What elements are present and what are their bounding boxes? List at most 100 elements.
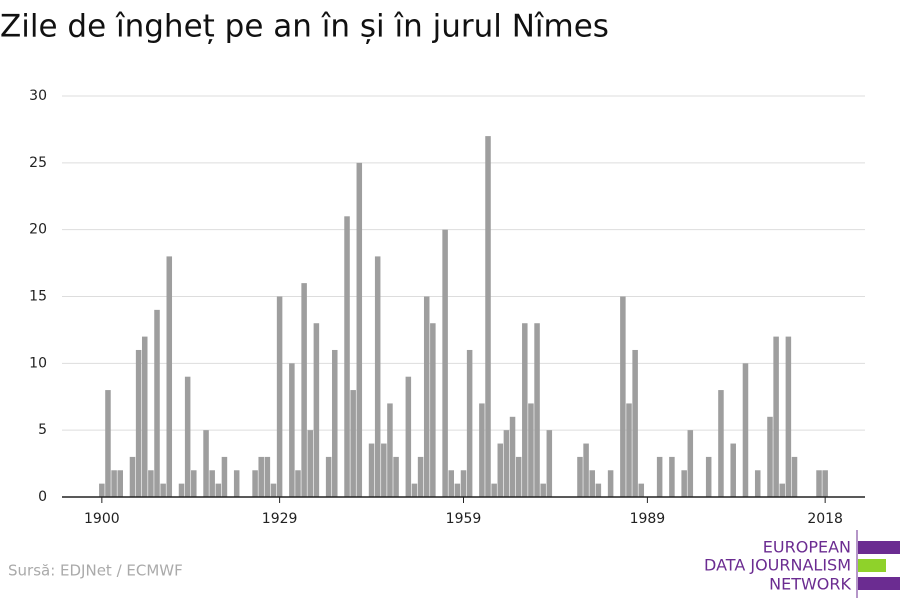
bar	[681, 470, 687, 497]
bar	[497, 443, 504, 497]
logo-bar	[858, 559, 886, 572]
bar	[264, 456, 271, 497]
bar	[356, 162, 363, 498]
y-tick-label: 30	[29, 88, 47, 104]
bar	[767, 416, 773, 497]
bar	[448, 470, 454, 497]
bar	[135, 349, 142, 497]
bar	[307, 430, 314, 497]
bar	[129, 456, 136, 497]
bar	[816, 470, 822, 497]
bar	[705, 456, 712, 497]
bar	[301, 283, 307, 497]
x-tick-label: 2018	[807, 511, 843, 527]
x-tick-label: 1900	[84, 511, 120, 527]
bar	[423, 296, 430, 497]
bar	[276, 296, 283, 497]
bar	[454, 483, 461, 497]
bar	[154, 309, 160, 497]
logo-bar	[858, 541, 900, 554]
bar	[221, 456, 228, 497]
bar	[215, 483, 222, 497]
bar	[99, 483, 105, 497]
logo-text: NETWORK	[769, 575, 851, 594]
bar	[779, 483, 786, 497]
bar	[626, 403, 632, 497]
bar	[160, 483, 166, 497]
bar	[540, 483, 546, 497]
bar	[184, 376, 191, 497]
bar	[387, 403, 393, 497]
bar	[607, 470, 614, 497]
bar	[546, 430, 553, 497]
bar	[528, 403, 534, 497]
bar	[252, 470, 258, 497]
bar	[595, 483, 602, 497]
bar	[393, 456, 399, 497]
y-tick-label: 0	[38, 489, 47, 505]
bar	[460, 470, 467, 497]
bar	[332, 349, 338, 497]
y-tick-label: 10	[29, 355, 47, 371]
bar	[350, 390, 356, 497]
bar	[791, 456, 798, 497]
bar	[417, 456, 424, 497]
bar	[191, 470, 197, 497]
bar	[381, 443, 387, 497]
bar	[583, 443, 589, 497]
bar	[233, 470, 240, 497]
bar	[577, 456, 583, 497]
logo-bar	[858, 577, 900, 590]
bar	[620, 296, 626, 497]
bar	[141, 336, 148, 497]
y-tick-label: 20	[29, 222, 47, 238]
bar	[638, 483, 645, 497]
bar	[669, 456, 675, 497]
bar	[773, 336, 779, 497]
bar	[411, 483, 418, 497]
bar	[258, 456, 264, 497]
bar	[485, 136, 491, 497]
bar	[687, 430, 694, 497]
bar	[785, 336, 792, 497]
x-tick-label: 1929	[262, 511, 298, 527]
bar	[325, 456, 332, 497]
bar	[754, 470, 761, 497]
bar	[117, 470, 123, 497]
bar	[105, 390, 111, 497]
logo: EUROPEAN DATA JOURNALISM NETWORK	[704, 530, 900, 598]
bar	[442, 229, 448, 497]
bar	[344, 216, 350, 498]
bar	[111, 470, 117, 497]
x-tick-label: 1989	[630, 511, 666, 527]
bar	[166, 256, 173, 497]
bar	[209, 470, 215, 497]
x-tick-label: 1959	[446, 511, 482, 527]
bar	[491, 483, 497, 497]
bar	[295, 470, 301, 497]
bar	[589, 470, 595, 497]
bar	[822, 470, 828, 497]
bar	[430, 323, 436, 497]
bar	[289, 363, 295, 497]
bar	[148, 470, 154, 497]
bar	[534, 323, 540, 497]
bar	[405, 376, 412, 497]
bar	[509, 416, 516, 497]
y-tick-label: 25	[29, 155, 47, 171]
bar	[718, 390, 724, 497]
bar	[522, 323, 528, 497]
logo-text: DATA JOURNALISM	[704, 556, 851, 575]
bar	[178, 483, 185, 497]
chart-title: Zile de îngheț pe an în și în jurul Nîme…	[0, 9, 609, 45]
bar	[632, 349, 638, 497]
bar	[270, 483, 277, 497]
logo-text: EUROPEAN	[763, 538, 851, 557]
bar	[368, 443, 375, 497]
y-tick-label: 15	[29, 289, 47, 305]
bar	[466, 349, 473, 497]
bar	[656, 456, 663, 497]
bar	[374, 256, 381, 497]
bar	[479, 403, 485, 497]
source: Sursă: EDJNet / ECMWF	[8, 562, 183, 580]
